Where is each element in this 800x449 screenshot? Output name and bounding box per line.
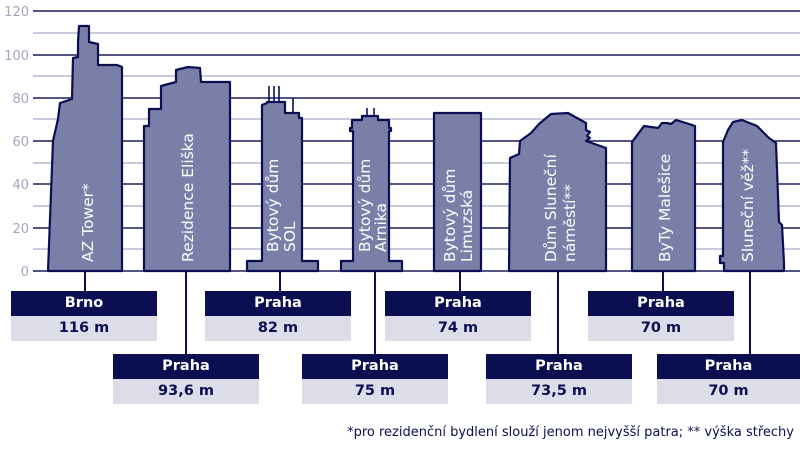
building-az-tower [46, 24, 124, 273]
sol-antennas [268, 86, 294, 113]
label-az-tower: AZ Tower* [79, 183, 97, 262]
y-tick-0: 0 [21, 265, 29, 280]
building-malesice [630, 118, 697, 273]
height-value: 82 m [205, 316, 351, 341]
y-tick-60: 60 [12, 135, 29, 150]
y-tick-120: 120 [4, 5, 29, 20]
building-sol [245, 100, 320, 273]
y-axis: 120 100 80 60 40 20 0 [4, 5, 29, 280]
city-label: Praha [385, 291, 531, 316]
height-value: 116 m [11, 316, 157, 341]
label-limuzska-line2: Limuzská [458, 190, 476, 262]
label-slunecni-namesti-line2: náměstí** [561, 184, 579, 262]
y-tick-40: 40 [12, 178, 29, 193]
label-malesice: ByTy Malešice [656, 154, 674, 262]
height-value: 70 m [588, 316, 734, 341]
footnote: *pro rezidenční bydlení slouží jenom nej… [347, 425, 794, 440]
label-limuzska-line1: Bytový dům [441, 169, 459, 262]
label-rezidence-eliska: Rezidence Eliška [179, 133, 197, 262]
building-slunecni-namesti [507, 111, 608, 273]
label-box-sol: Praha 82 m [205, 291, 351, 341]
arnika-antennas [366, 108, 375, 116]
city-label: Praha [302, 354, 448, 379]
label-box-limuzska: Praha 74 m [385, 291, 531, 341]
buildings [46, 24, 786, 273]
label-box-az-tower: Brno 116 m [11, 291, 157, 341]
city-label: Brno [11, 291, 157, 316]
label-box-malesice: Praha 70 m [588, 291, 734, 341]
building-rezidence-eliska [142, 65, 232, 273]
connectors [84, 271, 751, 354]
y-tick-100: 100 [4, 49, 29, 64]
building-limuzska [432, 111, 483, 273]
height-value: 75 m [302, 379, 448, 404]
label-sol-line1: Bytový dům [264, 159, 282, 252]
height-value: 73,5 m [486, 379, 632, 404]
label-arnika-line1: Bytový dům [356, 159, 374, 252]
city-label: Praha [113, 354, 259, 379]
label-box-arnika: Praha 75 m [302, 354, 448, 404]
city-label: Praha [588, 291, 734, 316]
city-label: Praha [486, 354, 632, 379]
city-label: Praha [657, 354, 800, 379]
city-label: Praha [205, 291, 351, 316]
height-value: 93,6 m [113, 379, 259, 404]
label-arnika-line2: Arnika [372, 203, 390, 252]
label-box-rezidence-eliska: Praha 93,6 m [113, 354, 259, 404]
label-slunecni-namesti-line1: Dům Sluneční [542, 154, 560, 262]
height-value: 70 m [657, 379, 800, 404]
y-tick-80: 80 [12, 92, 29, 107]
y-tick-20: 20 [12, 222, 29, 237]
building-slunecni-vez [718, 118, 786, 273]
label-slunecni-vez: Sluneční věž** [739, 148, 757, 262]
height-value: 74 m [385, 316, 531, 341]
building-labels: AZ Tower* Rezidence Eliška Bytový dům SO… [79, 133, 757, 262]
label-box-slunecni-vez: Praha 70 m [657, 354, 800, 404]
label-sol-line2: SOL [281, 221, 299, 252]
label-box-slunecni-namesti: Praha 73,5 m [486, 354, 632, 404]
building-arnika [339, 114, 404, 273]
